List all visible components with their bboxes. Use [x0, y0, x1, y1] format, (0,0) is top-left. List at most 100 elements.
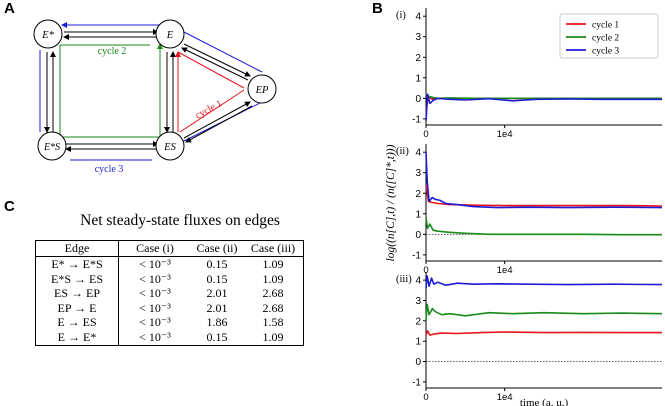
cell-case-i: < 10⁻³	[139, 257, 171, 271]
series-line-cycle-2	[425, 217, 662, 236]
cell-case-ii: 1.86	[206, 315, 228, 330]
y-tick-label: 3	[415, 32, 421, 43]
legend-box	[559, 13, 659, 59]
reaction-network-diagram: E* E EP ES E*S cycle 2 cycle 3 cycle 1	[33, 19, 277, 175]
cell-case-ii: 0.15	[206, 257, 228, 271]
y-tick-label: 0	[415, 357, 421, 368]
cell-edge: E → ES	[35, 315, 119, 330]
cell-case-ii: 0.15	[206, 329, 228, 344]
table-header-row: Edge Case (i) Case (ii) Case (iii)	[35, 240, 304, 257]
table-row: E*S → ES < 10⁻³ 0.15 1.09	[35, 271, 304, 287]
cycle-2-label: cycle 2	[98, 46, 127, 57]
header-case-ii: Case (ii)	[191, 240, 243, 257]
node-es: ES	[155, 131, 185, 161]
x-tick-label: 1e4	[497, 265, 513, 276]
cell-case-iii: 1.09	[262, 271, 284, 286]
cell-case-iii: 2.68	[262, 300, 284, 315]
cell-case-iii: 1.58	[262, 315, 284, 330]
cycle-3-label: cycle 3	[95, 164, 124, 175]
cell-edge: E* → E*S	[35, 256, 119, 272]
y-tick-label: -1	[412, 377, 421, 388]
x-tick-label: 0	[423, 265, 428, 276]
table-row: E → E* < 10⁻³ 0.15 1.09	[35, 329, 304, 346]
y-tick-label: 3	[415, 168, 421, 179]
y-tick-label: 2	[415, 53, 421, 64]
y-tick-label: 4	[415, 276, 421, 287]
y-tick-label: 0	[415, 230, 421, 241]
y-tick-label: 1	[415, 209, 421, 220]
y-tick-label: -1	[412, 250, 421, 261]
cell-case-i: < 10⁻³	[139, 300, 171, 315]
series-line-cycle-3	[425, 93, 662, 121]
table-title: Net steady-state fluxes on edges	[80, 212, 280, 229]
svg-text:EP: EP	[255, 85, 269, 96]
cell-case-i: < 10⁻³	[139, 315, 171, 330]
series-line-cycle-1	[425, 330, 662, 336]
x-tick-label: 1e4	[497, 129, 513, 140]
svg-text:ES: ES	[163, 142, 176, 153]
y-tick-label: 4	[415, 12, 421, 23]
y-tick-label: 1	[415, 73, 421, 84]
header-edge: Edge	[35, 240, 119, 257]
cell-case-ii: 2.01	[206, 300, 228, 315]
legend-entry: cycle 3	[592, 47, 619, 57]
cell-case-i: < 10⁻³	[139, 329, 171, 344]
series-line-cycle-1	[425, 184, 663, 207]
panel-label-a: A	[4, 0, 15, 17]
black-edges	[44, 29, 253, 152]
series-line-cycle-2	[425, 93, 662, 100]
cycle-1-path	[175, 51, 245, 133]
node-e: E	[155, 19, 185, 49]
flux-table: Edge Case (i) Case (ii) Case (iii) E* → …	[35, 240, 304, 346]
cell-edge: EP → E	[35, 300, 119, 316]
chart-panel-label: (ii)	[396, 146, 409, 157]
cell-edge: E → E*	[35, 329, 119, 346]
series-line-cycle-3	[425, 275, 663, 289]
cell-case-ii: 2.01	[206, 286, 228, 301]
series-line-cycle-2	[425, 303, 663, 321]
table-row: E → ES < 10⁻³ 1.86 1.58	[35, 315, 304, 330]
x-tick-label: 0	[423, 129, 428, 140]
cell-case-iii: 1.09	[262, 329, 284, 344]
table-row: E* → E*S < 10⁻³ 0.15 1.09	[35, 256, 304, 272]
cell-case-i: < 10⁻³	[139, 286, 171, 301]
panel-label-b: B	[372, 0, 383, 17]
table-row: EP → E < 10⁻³ 2.01 2.68	[35, 300, 304, 316]
cell-case-ii: 0.15	[206, 271, 228, 286]
y-axis-label: log((n[C],t) / (n([C]*,t)))	[385, 144, 397, 261]
x-tick-label: 1e4	[497, 392, 513, 403]
cell-edge: E*S → ES	[35, 271, 119, 287]
node-ep: EP	[247, 74, 277, 104]
node-estars: E*S	[37, 131, 67, 161]
cell-case-iii: 2.68	[262, 286, 284, 301]
svg-text:E: E	[166, 30, 174, 41]
cell-edge: ES → EP	[35, 286, 119, 301]
y-tick-label: 0	[415, 94, 421, 105]
node-estar: E*	[33, 19, 63, 49]
series-line-cycle-3	[425, 152, 663, 209]
header-case-i: Case (i)	[118, 240, 191, 257]
cell-case-i: < 10⁻³	[139, 271, 171, 286]
chart-panel-label: (i)	[396, 10, 406, 21]
x-axis-label: time (a. u.)	[520, 397, 569, 406]
legend-entry: cycle 2	[592, 34, 619, 44]
y-tick-label: 4	[415, 148, 421, 159]
y-tick-label: 3	[415, 296, 421, 307]
y-tick-label: 2	[415, 316, 421, 327]
svg-text:E*S: E*S	[43, 142, 60, 153]
table-row: ES → EP < 10⁻³ 2.01 2.68	[35, 286, 304, 301]
header-case-iii: Case (iii)	[243, 240, 304, 257]
cell-case-iii: 1.09	[262, 257, 284, 271]
y-tick-label: 1	[415, 337, 421, 348]
chart-panel-label: (iii)	[396, 274, 412, 285]
panel-label-c: C	[4, 198, 15, 215]
y-tick-label: -1	[412, 114, 421, 125]
y-tick-label: 2	[415, 189, 421, 200]
svg-text:E*: E*	[41, 30, 54, 41]
x-tick-label: 0	[423, 392, 428, 403]
legend-entry: cycle 1	[592, 21, 619, 31]
